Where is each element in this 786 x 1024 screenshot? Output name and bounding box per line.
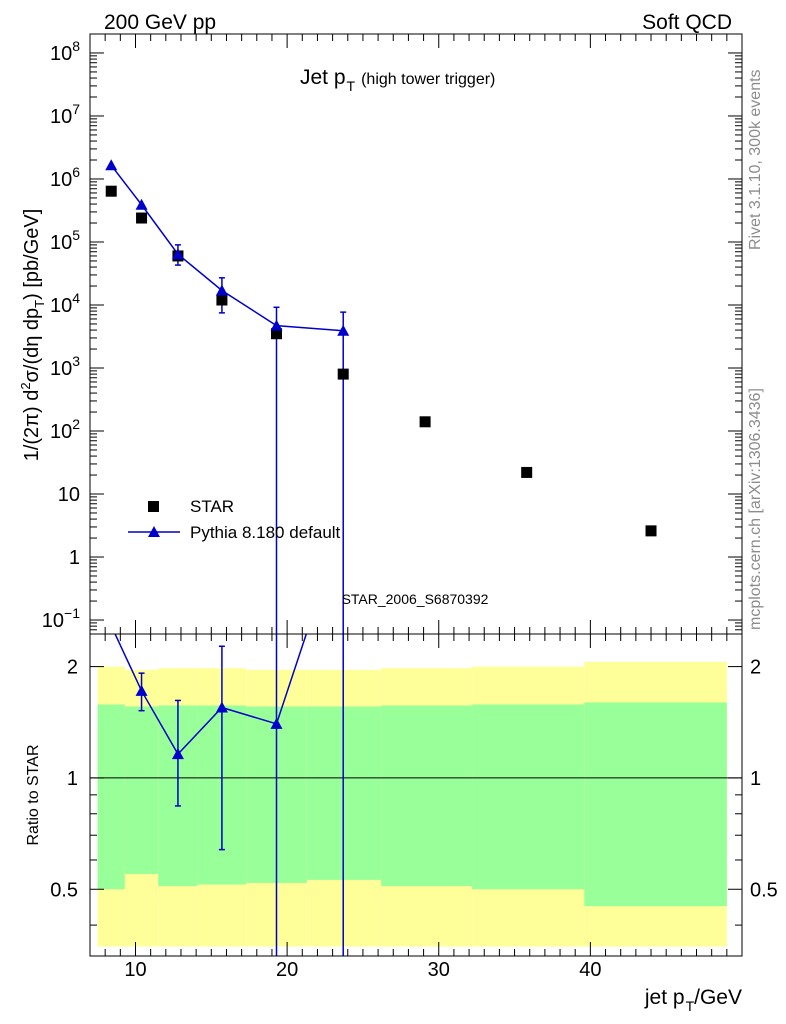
star-data-point bbox=[645, 525, 657, 537]
rivet-label: Rivet 3.1.10, 300k events bbox=[747, 69, 764, 250]
mc-data-point bbox=[337, 324, 350, 336]
mc-data-point bbox=[270, 319, 283, 331]
ratio-ytick-label-left: 1 bbox=[67, 768, 78, 790]
mc-data-point bbox=[135, 198, 148, 210]
star-data-point bbox=[105, 185, 117, 197]
legend-label-pythia: Pythia 8.180 default bbox=[190, 523, 341, 542]
stat-band-inner bbox=[306, 706, 382, 880]
main-ytick-label: 108 bbox=[50, 38, 80, 65]
x-tick-label: 30 bbox=[428, 959, 450, 981]
ratio-data-point bbox=[215, 701, 228, 713]
legend-marker-star bbox=[148, 501, 159, 512]
mc-data-point bbox=[105, 159, 118, 171]
ratio-plot-panel: 0.5 0.5 1 1 2 2 10 20 30 40 Ratio to STAR jet pT… bbox=[25, 633, 778, 1014]
stat-band-inner bbox=[472, 704, 585, 890]
ratio-ytick-label-right: 2 bbox=[750, 657, 761, 679]
stat-band-inner bbox=[97, 704, 125, 890]
star-data-point bbox=[216, 294, 228, 306]
ratio-data-point bbox=[135, 684, 148, 696]
x-axis-label-subscript: T bbox=[686, 998, 695, 1014]
stat-band-inner bbox=[584, 702, 727, 907]
star-data-point bbox=[419, 416, 431, 428]
watermark: STAR_2006_S6870392 bbox=[342, 591, 489, 607]
x-axis-label-main: jet p bbox=[644, 986, 685, 1009]
ratio-ytick-label-right: 1 bbox=[750, 768, 761, 790]
main-ytick-label: 105 bbox=[50, 227, 80, 254]
legend: STAR Pythia 8.180 default bbox=[128, 497, 341, 542]
mc-series-line bbox=[110, 164, 344, 332]
plot-title-main: Jet p bbox=[300, 66, 346, 89]
main-ytick-label: 104 bbox=[50, 290, 80, 317]
legend-label-star: STAR bbox=[190, 497, 234, 516]
main-y-axis-label: 1/(2π) d2σ/(dη dpT) [pb/GeV] bbox=[18, 209, 47, 462]
x-axis-label: jet pT/GeV bbox=[644, 986, 742, 1014]
ratio-y-axis-label: Ratio to STAR bbox=[25, 744, 42, 845]
legend-marker-pythia bbox=[148, 526, 160, 537]
ratio-data-point bbox=[171, 748, 184, 760]
ratio-series-line bbox=[114, 634, 308, 756]
star-data-point bbox=[271, 328, 283, 340]
star-data-point bbox=[136, 212, 148, 224]
star-data-point bbox=[521, 466, 533, 478]
ratio-data-point bbox=[270, 717, 283, 729]
ratio-ytick-label-right: 0.5 bbox=[750, 879, 778, 901]
ratio-series-group bbox=[114, 634, 344, 956]
plot-title-subscript: T bbox=[347, 78, 356, 94]
main-ytick-label: 1 bbox=[69, 547, 80, 569]
plot-title-extra: (high tower trigger) bbox=[361, 71, 495, 88]
x-tick-label: 10 bbox=[124, 959, 146, 981]
main-plot-panel: 10−1 1 10 102 103 104 105 106 107 108 Jet pT (high… bbox=[18, 33, 743, 635]
stat-band-inner bbox=[124, 706, 159, 874]
main-ytick-label: 10−1 bbox=[42, 605, 80, 632]
mcplots-label: mcplots.cern.ch [arXiv:1306.3436] bbox=[747, 388, 764, 630]
main-ytick-label: 106 bbox=[50, 164, 80, 191]
main-ytick-label: 10 bbox=[58, 484, 80, 506]
main-ytick-label: 107 bbox=[50, 101, 80, 128]
plot-title: Jet pT (high tower trigger) bbox=[300, 66, 495, 94]
star-data-point bbox=[337, 368, 349, 380]
ratio-ytick-label-left: 2 bbox=[67, 657, 78, 679]
x-tick-label: 20 bbox=[276, 959, 298, 981]
mc-data-point bbox=[215, 284, 228, 296]
x-tick-label: 40 bbox=[579, 959, 601, 981]
main-ytick-label: 102 bbox=[50, 416, 80, 443]
main-plot-frame bbox=[89, 33, 743, 635]
header-right: Soft QCD bbox=[642, 11, 732, 34]
x-axis-label-unit: /GeV bbox=[694, 986, 742, 1009]
stat-band-inner bbox=[381, 705, 473, 887]
header-left: 200 GeV pp bbox=[104, 11, 216, 34]
mc-data-point bbox=[171, 248, 184, 260]
ratio-ytick-label-left: 0.5 bbox=[50, 879, 78, 901]
main-ytick-label: 103 bbox=[50, 353, 80, 380]
